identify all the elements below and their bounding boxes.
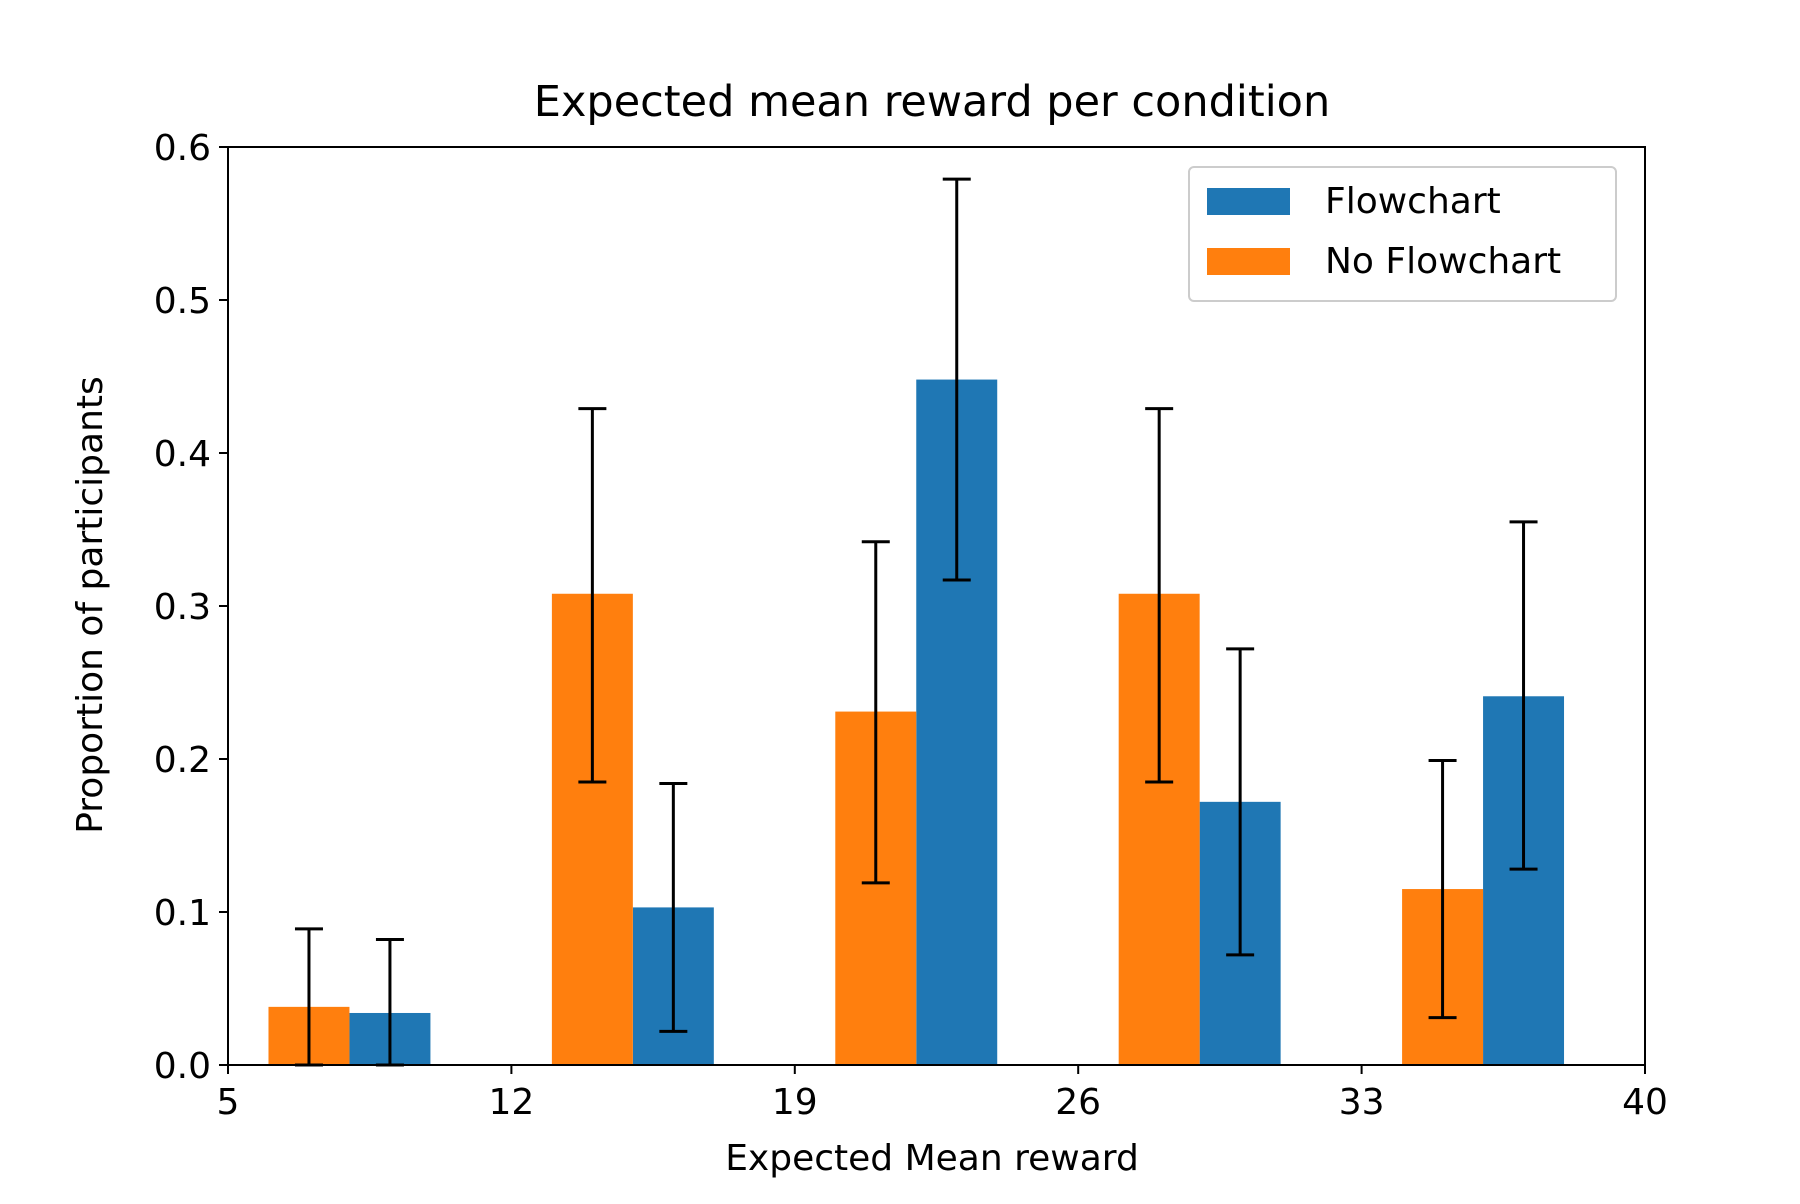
error-bar-no-flowchart-3 xyxy=(1145,407,1174,784)
x-tick-label-2: 19 xyxy=(772,1082,818,1123)
y-tick-label-4: 0.4 xyxy=(154,434,211,475)
legend-box xyxy=(1188,166,1617,302)
y-axis-label: Proportion of participants xyxy=(70,376,111,834)
legend: Flowchart No Flowchart xyxy=(1188,166,1617,302)
error-bar-no-flowchart-4 xyxy=(1428,759,1457,1020)
x-tick-label-4: 33 xyxy=(1339,1082,1385,1123)
legend-swatch-flowchart xyxy=(1207,188,1290,215)
y-tick-label-3: 0.3 xyxy=(154,587,211,628)
y-tick-label-0: 0.0 xyxy=(154,1046,211,1087)
legend-swatch-no-flowchart xyxy=(1207,248,1290,275)
x-tick-label-5: 40 xyxy=(1622,1082,1668,1123)
x-axis-label: Expected Mean reward xyxy=(725,1138,1139,1179)
legend-label-no-flowchart: No Flowchart xyxy=(1325,241,1561,282)
y-tick-label-6: 0.6 xyxy=(154,128,211,169)
x-tick-label-1: 12 xyxy=(488,1082,534,1123)
error-bar-no-flowchart-1 xyxy=(578,407,607,784)
chart-title: Expected mean reward per condition xyxy=(534,77,1330,127)
x-tick-label-3: 26 xyxy=(1055,1082,1101,1123)
error-bar-flowchart-4 xyxy=(1509,520,1538,871)
x-tick-label-0: 5 xyxy=(217,1082,240,1123)
legend-label-flowchart: Flowchart xyxy=(1325,181,1501,222)
error-bar-flowchart-2 xyxy=(942,177,971,582)
y-tick-label-2: 0.2 xyxy=(154,740,211,781)
error-bar-no-flowchart-2 xyxy=(861,540,890,885)
error-bar-flowchart-1 xyxy=(659,781,688,1033)
y-tick-label-1: 0.1 xyxy=(154,893,211,934)
plot-area: 5 12 19 26 33 40 0.0 0.1 0.2 0.3 0.4 0.5 0.6 Flowchar… xyxy=(154,128,1668,1123)
y-tick-label-5: 0.5 xyxy=(154,281,211,322)
error-bar-flowchart-3 xyxy=(1226,647,1255,957)
